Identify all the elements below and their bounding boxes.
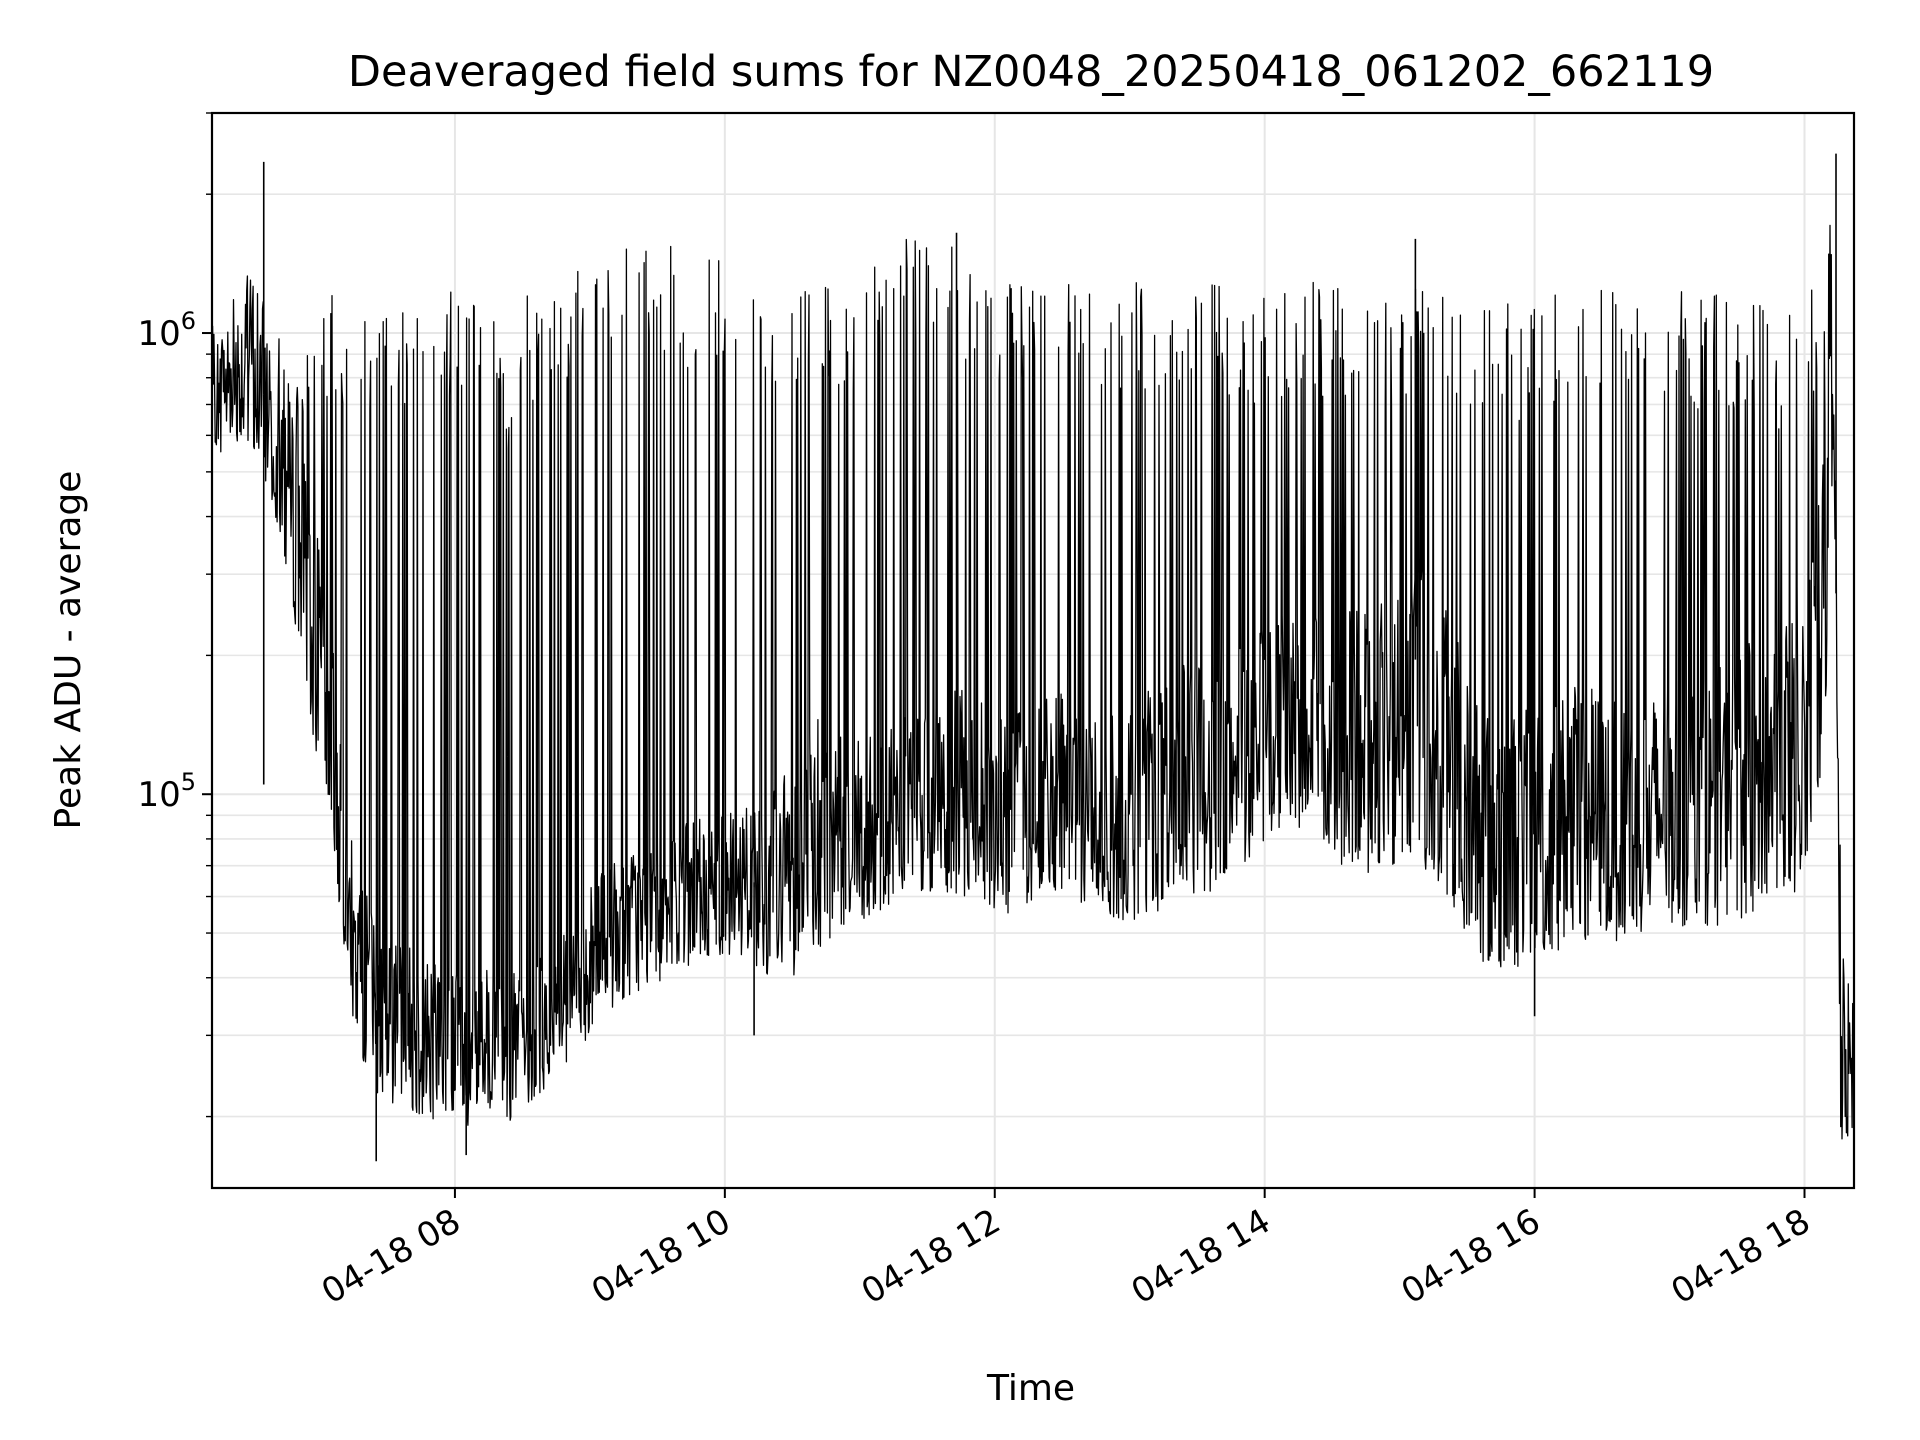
chart-title: Deaveraged field sums for NZ0048_2025041… — [348, 47, 1714, 97]
y-tick-label: 105 — [137, 768, 196, 815]
y-axis-title: Peak ADU - average — [48, 471, 89, 830]
data-series — [212, 153, 1854, 1162]
x-axis-title: Time — [986, 1368, 1075, 1409]
series-line — [212, 224, 1854, 1140]
y-tick-label: 106 — [137, 307, 196, 354]
plot-area-frame — [210, 111, 1856, 1190]
